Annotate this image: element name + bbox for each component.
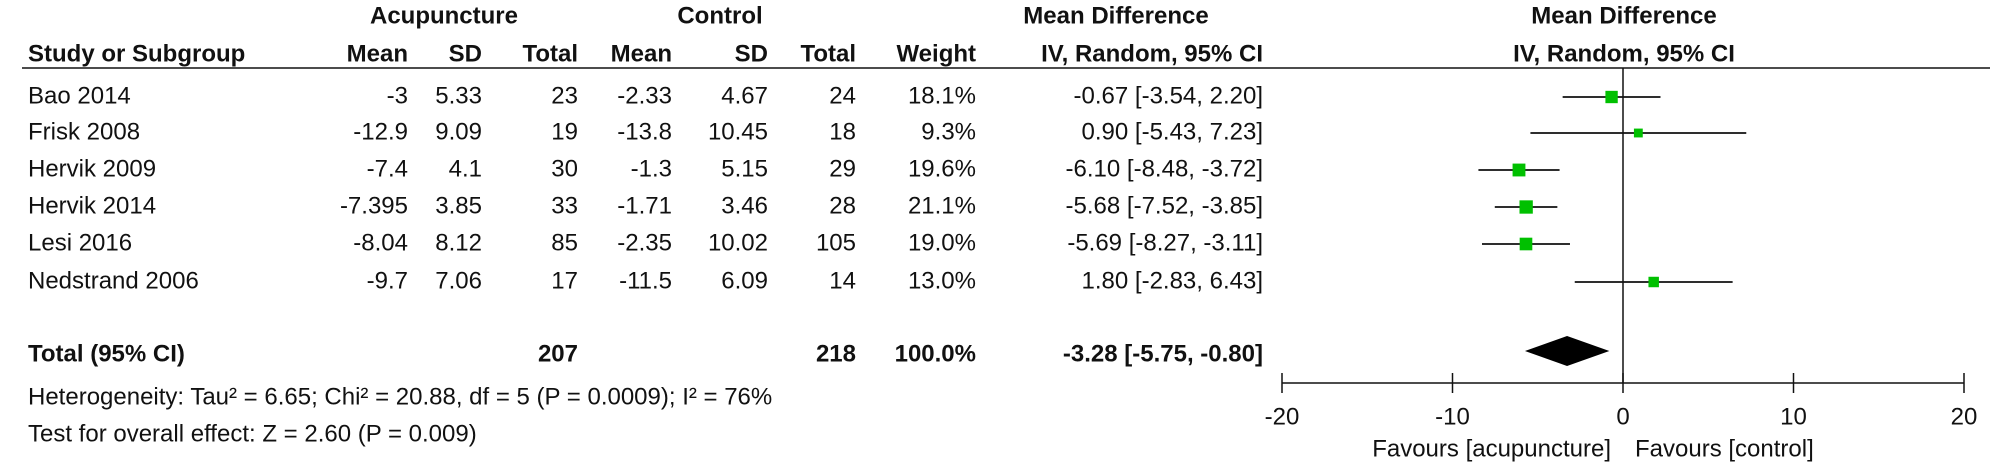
study-name: Nedstrand 2006 [28, 267, 199, 294]
control-sd: 10.02 [708, 229, 768, 256]
weight: 13.0% [908, 267, 976, 294]
weight: 18.1% [908, 82, 976, 109]
mean-difference: -6.10 [-8.48, -3.72] [1066, 155, 1263, 182]
x-tick-label: -10 [1435, 403, 1470, 430]
effect-marker [1512, 163, 1526, 177]
control-total: 105 [816, 229, 856, 256]
x-tick-label: 0 [1616, 403, 1629, 430]
study-name: Lesi 2016 [28, 229, 132, 256]
column-header: Mean [611, 40, 672, 67]
control-total: 28 [829, 192, 856, 219]
total-name: Total (95% CI) [28, 340, 185, 367]
effect-marker [1519, 237, 1533, 251]
control-total: 218 [816, 340, 856, 367]
favours-left: Favours [acupuncture] [1372, 435, 1611, 462]
study-name: Hervik 2009 [28, 155, 156, 182]
column-header: Study or Subgroup [28, 40, 245, 67]
x-tick-label: 10 [1780, 403, 1807, 430]
column-header: IV, Random, 95% CI [1041, 40, 1263, 67]
study-name: Hervik 2014 [28, 192, 156, 219]
study-name: Frisk 2008 [28, 118, 140, 145]
control-total: 14 [829, 267, 856, 294]
control-sd: 5.15 [721, 155, 768, 182]
acupuncture-mean: -3 [387, 82, 408, 109]
acupuncture-total: 33 [551, 192, 578, 219]
column-header: Weight [896, 40, 976, 67]
acupuncture-mean: -7.4 [367, 155, 408, 182]
acupuncture-total: 30 [551, 155, 578, 182]
acupuncture-mean: -9.7 [367, 267, 408, 294]
acupuncture-mean: -7.395 [340, 192, 408, 219]
control-mean: -2.33 [617, 82, 672, 109]
column-header: Mean [347, 40, 408, 67]
acupuncture-total: 85 [551, 229, 578, 256]
group-header: Mean Difference [1531, 2, 1716, 29]
group-header: Acupuncture [370, 2, 518, 29]
total-mean-difference: -3.28 [-5.75, -0.80] [1063, 340, 1263, 367]
column-header: Total [522, 40, 578, 67]
mean-difference: 0.90 [-5.43, 7.23] [1082, 118, 1263, 145]
favours-right: Favours [control] [1635, 435, 1814, 462]
control-mean: -2.35 [617, 229, 672, 256]
acupuncture-mean: -12.9 [353, 118, 408, 145]
acupuncture-mean: -8.04 [353, 229, 408, 256]
weight: 19.0% [908, 229, 976, 256]
acupuncture-total: 23 [551, 82, 578, 109]
mean-difference: 1.80 [-2.83, 6.43] [1082, 267, 1263, 294]
acupuncture-sd: 5.33 [435, 82, 482, 109]
x-tick-label: -20 [1265, 403, 1300, 430]
acupuncture-total: 17 [551, 267, 578, 294]
column-header: IV, Random, 95% CI [1513, 40, 1735, 67]
overall-effect: Test for overall effect: Z = 2.60 (P = 0… [28, 420, 477, 447]
group-header: Mean Difference [1023, 2, 1208, 29]
column-header: SD [735, 40, 768, 67]
acupuncture-sd: 7.06 [435, 267, 482, 294]
weight: 21.1% [908, 192, 976, 219]
column-header: SD [449, 40, 482, 67]
effect-marker [1519, 200, 1533, 214]
control-total: 18 [829, 118, 856, 145]
control-mean: -1.71 [617, 192, 672, 219]
effect-marker [1633, 128, 1643, 138]
control-total: 29 [829, 155, 856, 182]
control-total: 24 [829, 82, 856, 109]
column-header: Total [800, 40, 856, 67]
mean-difference: -0.67 [-3.54, 2.20] [1074, 82, 1263, 109]
x-tick-label: 20 [1951, 403, 1978, 430]
acupuncture-total: 19 [551, 118, 578, 145]
control-sd: 6.09 [721, 267, 768, 294]
acupuncture-sd: 3.85 [435, 192, 482, 219]
acupuncture-sd: 4.1 [449, 155, 482, 182]
weight: 19.6% [908, 155, 976, 182]
acupuncture-sd: 8.12 [435, 229, 482, 256]
control-sd: 3.46 [721, 192, 768, 219]
control-mean: -11.5 [619, 267, 672, 294]
control-mean: -13.8 [617, 118, 672, 145]
mean-difference: -5.68 [-7.52, -3.85] [1066, 192, 1263, 219]
pooled-diamond [1524, 336, 1610, 366]
acupuncture-total: 207 [538, 340, 578, 367]
effect-marker [1605, 90, 1618, 104]
control-sd: 4.67 [721, 82, 768, 109]
weight: 9.3% [921, 118, 976, 145]
effect-marker [1648, 276, 1659, 288]
control-mean: -1.3 [631, 155, 672, 182]
heterogeneity: Heterogeneity: Tau² = 6.65; Chi² = 20.88… [28, 383, 772, 410]
mean-difference: -5.69 [-8.27, -3.11] [1067, 229, 1263, 256]
acupuncture-sd: 9.09 [435, 118, 482, 145]
total-weight: 100.0% [895, 340, 976, 367]
group-header: Control [677, 2, 762, 29]
study-name: Bao 2014 [28, 82, 131, 109]
control-sd: 10.45 [708, 118, 768, 145]
